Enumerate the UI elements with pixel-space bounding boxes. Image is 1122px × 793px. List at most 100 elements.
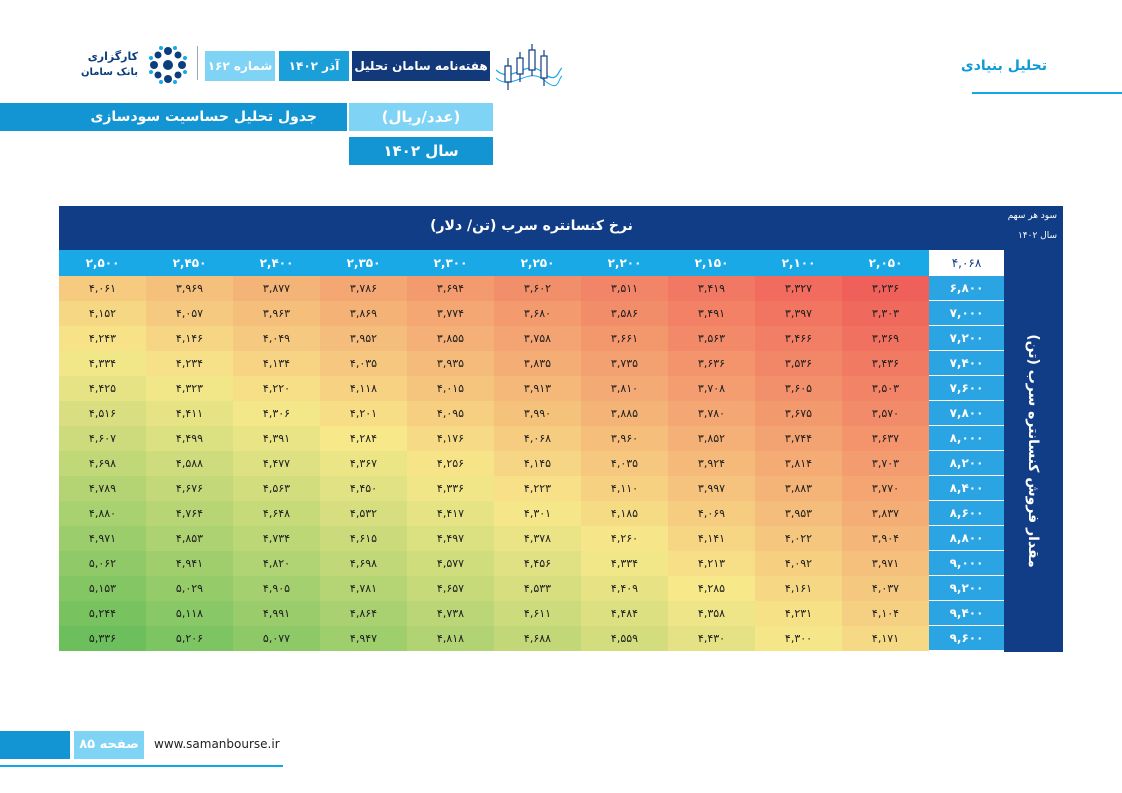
table-cell: ۴,۲۸۴ (320, 426, 407, 451)
table-cell: ۴,۸۸۰ (59, 501, 146, 526)
column-header-row: ۲,۰۵۰ ۲,۱۰۰ ۲,۱۵۰ ۲,۲۰۰ ۲,۲۵۰ ۲,۳۰۰ ۲,۳۵۰ ۲,۴۰۰… (59, 250, 929, 276)
table-cell: ۳,۹۱۳ (494, 376, 581, 401)
column-header: ۲,۲۰۰ (607, 256, 642, 270)
table-cell: ۳,۸۳۵ (494, 351, 581, 376)
table-cell: ۴,۱۴۱ (668, 526, 755, 551)
table-cell: ۳,۴۹۱ (668, 301, 755, 326)
header-divider (197, 46, 198, 80)
table-cell: ۳,۵۶۳ (668, 326, 755, 351)
table-cell: ۳,۷۳۵ (581, 351, 668, 376)
table-cell: ۴,۱۴۶ (146, 326, 233, 351)
table-cell: ۴,۲۲۳ (494, 476, 581, 501)
table-cell: ۳,۸۵۲ (668, 426, 755, 451)
table-cell: ۳,۸۷۷ (233, 276, 320, 301)
table-cell: ۴,۶۵۷ (407, 576, 494, 601)
table-cell: ۳,۸۳۷ (842, 501, 929, 526)
table-cell: ۳,۷۷۴ (407, 301, 494, 326)
table-cell: ۳,۷۰۸ (668, 376, 755, 401)
table-cell: ۳,۷۴۴ (755, 426, 842, 451)
table-cell: ۴,۹۰۵ (233, 576, 320, 601)
unit-label: (عدد/ریال) (381, 108, 461, 126)
row-header: ۷,۲۰۰ (929, 326, 1004, 351)
table-cell: ۳,۹۶۳ (233, 301, 320, 326)
table-cell: ۳,۴۱۹ (668, 276, 755, 301)
table-cell: ۴,۴۲۵ (59, 376, 146, 401)
table-cell: ۴,۶۱۵ (320, 526, 407, 551)
table-cell: ۴,۴۱۱ (146, 401, 233, 426)
table-cell: ۴,۰۶۹ (668, 501, 755, 526)
table-cell: ۵,۱۵۳ (59, 576, 146, 601)
table-cell: ۴,۷۸۹ (59, 476, 146, 501)
table-cell: ۴,۱۸۵ (581, 501, 668, 526)
table-cell: ۴,۶۷۶ (146, 476, 233, 501)
year-label: سال ۱۴۰۲ (383, 142, 459, 160)
table-cell: ۴,۳۲۳ (146, 376, 233, 401)
table-cell: ۴,۵۸۸ (146, 451, 233, 476)
column-title-band: نرخ کنسانتره سرب (تن/ دلار) (59, 206, 1004, 250)
table-cell: ۳,۸۵۵ (407, 326, 494, 351)
table-cell: ۳,۹۳۵ (407, 351, 494, 376)
table-cell: ۳,۵۱۱ (581, 276, 668, 301)
column-header: ۲,۱۰۰ (781, 256, 816, 270)
table-cell: ۴,۴۳۰ (668, 626, 755, 651)
table-cell: ۳,۴۶۶ (755, 326, 842, 351)
table-cell: ۴,۶۴۸ (233, 501, 320, 526)
table-cell: ۴,۶۱۱ (494, 601, 581, 626)
table-cell: ۳,۳۹۷ (755, 301, 842, 326)
table-cell: ۴,۸۱۸ (407, 626, 494, 651)
table-cell: ۳,۸۸۵ (581, 401, 668, 426)
saman-emblem-icon (149, 46, 187, 84)
table-cell: ۳,۶۰۲ (494, 276, 581, 301)
column-header: ۲,۴۵۰ (172, 256, 207, 270)
row-title-band: مقدار فروش کنسانتره سرب (تن) (1004, 250, 1063, 652)
column-header: ۲,۵۰۰ (85, 256, 120, 270)
table-cell: ۴,۵۳۲ (320, 501, 407, 526)
column-header: ۲,۱۵۰ (694, 256, 729, 270)
table-cell: ۴,۰۳۵ (581, 451, 668, 476)
table-cell: ۴,۱۱۰ (581, 476, 668, 501)
website-link[interactable]: www.samanbourse.ir (154, 737, 280, 751)
row-header: ۸,۶۰۰ (929, 501, 1004, 526)
footer-underline (0, 765, 283, 767)
table-cell: ۵,۲۴۴ (59, 601, 146, 626)
table-cell: ۳,۵۷۰ (842, 401, 929, 426)
row-header: ۷,۴۰۰ (929, 351, 1004, 376)
table-cell: ۴,۳۳۴ (581, 551, 668, 576)
table-cell: ۴,۲۵۶ (407, 451, 494, 476)
table-cell: ۳,۳۰۳ (842, 301, 929, 326)
table-cell: ۴,۴۹۹ (146, 426, 233, 451)
table-cell: ۴,۱۷۶ (407, 426, 494, 451)
table-cell: ۳,۶۶۱ (581, 326, 668, 351)
table-cell: ۳,۹۵۲ (320, 326, 407, 351)
table-cell: ۴,۰۳۵ (320, 351, 407, 376)
table-cell: ۴,۸۶۴ (320, 601, 407, 626)
table-cell: ۴,۳۰۱ (494, 501, 581, 526)
table-cell: ۴,۰۴۹ (233, 326, 320, 351)
table-cell: ۳,۹۹۰ (494, 401, 581, 426)
table-cell: ۳,۸۱۴ (755, 451, 842, 476)
table-cell: ۴,۲۶۰ (581, 526, 668, 551)
table-cell: ۴,۵۵۹ (581, 626, 668, 651)
table-cell: ۴,۱۷۱ (842, 626, 929, 651)
column-title: نرخ کنسانتره سرب (تن/ دلار) (430, 218, 633, 234)
table-cell: ۳,۶۳۶ (668, 351, 755, 376)
row-header: ۶,۸۰۰ (929, 276, 1004, 301)
table-cell: ۵,۳۳۶ (59, 626, 146, 651)
table-cell: ۳,۶۸۰ (494, 301, 581, 326)
table-cell: ۴,۲۸۵ (668, 576, 755, 601)
table-cell: ۴,۲۲۰ (233, 376, 320, 401)
table-cell: ۴,۰۶۱ (59, 276, 146, 301)
table-cell: ۴,۳۰۰ (755, 626, 842, 651)
table-cell: ۳,۳۲۷ (755, 276, 842, 301)
row-header: ۸,۲۰۰ (929, 451, 1004, 476)
table-cell: ۴,۳۳۴ (59, 351, 146, 376)
column-header: ۲,۳۵۰ (346, 256, 381, 270)
table-cell: ۳,۶۳۷ (842, 426, 929, 451)
table-cell: ۴,۳۰۶ (233, 401, 320, 426)
table-cell: ۳,۸۶۹ (320, 301, 407, 326)
table-cell: ۴,۰۲۲ (755, 526, 842, 551)
table-cell: ۴,۰۵۷ (146, 301, 233, 326)
table-cell: ۴,۸۲۰ (233, 551, 320, 576)
table-cell: ۴,۹۹۱ (233, 601, 320, 626)
table-cell: ۴,۰۹۵ (407, 401, 494, 426)
